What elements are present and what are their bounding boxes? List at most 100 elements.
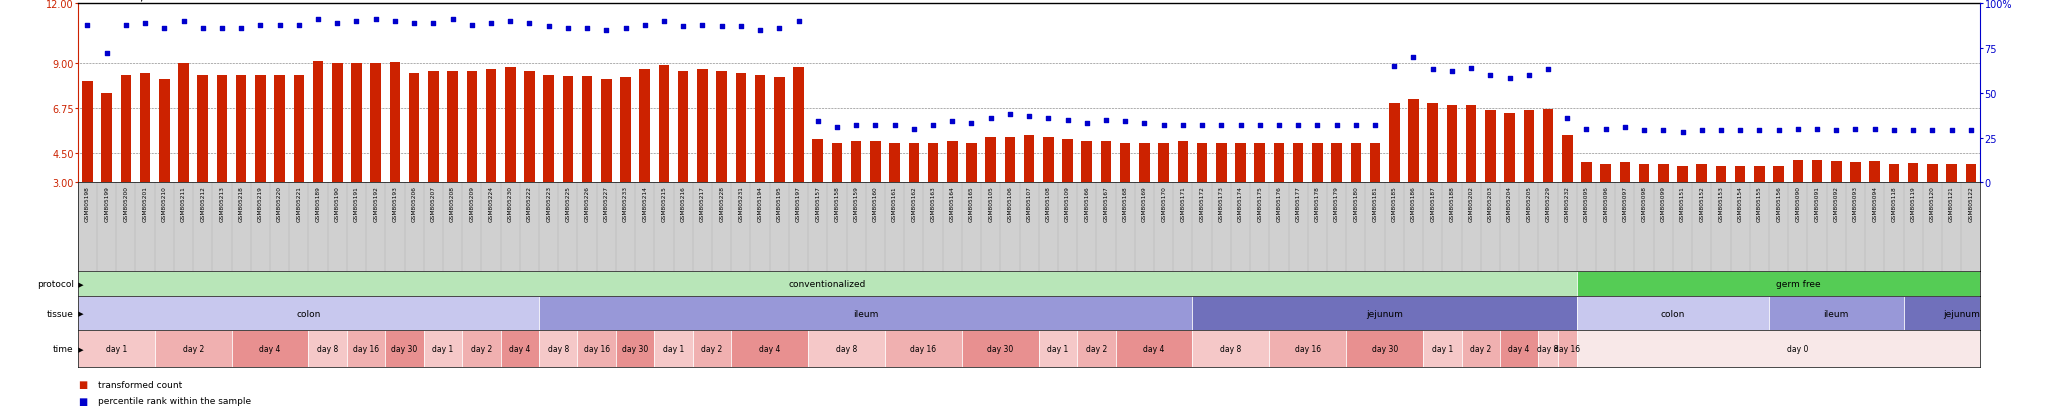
Bar — [1389, 104, 1399, 183]
Point — [205, 26, 238, 33]
Bar — [389, 63, 399, 183]
Bar — [1577, 330, 2019, 368]
Bar — [756, 76, 766, 183]
Text: GSM805206: GSM805206 — [412, 185, 416, 221]
Text: GSM805169: GSM805169 — [1143, 185, 1147, 221]
Bar — [659, 66, 670, 183]
Text: day 8: day 8 — [547, 344, 569, 354]
Text: GSM805167: GSM805167 — [1104, 185, 1108, 221]
Bar — [1524, 110, 1534, 183]
Text: GSM805165: GSM805165 — [969, 185, 975, 221]
Point — [608, 26, 641, 33]
Text: GSM805152: GSM805152 — [1700, 185, 1704, 221]
Bar — [870, 141, 881, 183]
Text: day 30: day 30 — [1372, 344, 1399, 354]
Text: GSM805118: GSM805118 — [1892, 185, 1896, 221]
Point — [1667, 130, 1700, 136]
Bar — [1331, 143, 1341, 183]
Text: GSM805164: GSM805164 — [950, 185, 954, 221]
Point — [109, 22, 141, 29]
Point — [129, 21, 162, 27]
Text: GSM805207: GSM805207 — [430, 185, 436, 221]
Bar — [424, 330, 463, 368]
Text: ileum: ileum — [1823, 309, 1849, 318]
Bar — [1192, 330, 1270, 368]
Text: day 4: day 4 — [260, 344, 281, 354]
Bar — [889, 143, 899, 183]
Text: GSM805198: GSM805198 — [84, 185, 90, 221]
Text: GSM805170: GSM805170 — [1161, 185, 1165, 221]
Point — [1589, 126, 1622, 133]
Bar — [578, 330, 616, 368]
Text: GSM805219: GSM805219 — [258, 185, 262, 221]
Point — [743, 28, 776, 34]
Text: GSM805218: GSM805218 — [240, 185, 244, 221]
Bar — [1638, 165, 1649, 183]
Text: day 1: day 1 — [106, 344, 127, 354]
Text: GSM805095: GSM805095 — [1583, 185, 1589, 221]
Text: GSM805228: GSM805228 — [719, 185, 725, 221]
Point — [1743, 128, 1776, 134]
Point — [514, 21, 547, 27]
Text: day 2: day 2 — [182, 344, 203, 354]
Text: GSM805162: GSM805162 — [911, 185, 915, 221]
Bar — [1538, 330, 1559, 368]
Text: GSM805202: GSM805202 — [1468, 185, 1475, 221]
Bar — [346, 330, 385, 368]
Text: GSM805208: GSM805208 — [451, 185, 455, 221]
Bar — [1006, 137, 1016, 183]
Bar — [1499, 330, 1538, 368]
Text: ileum: ileum — [854, 309, 879, 318]
Text: GSM805176: GSM805176 — [1276, 185, 1282, 221]
Point — [801, 119, 834, 126]
Text: GSM805189: GSM805189 — [315, 185, 322, 221]
Bar — [963, 330, 1038, 368]
Text: GSM805201: GSM805201 — [143, 185, 147, 221]
Point — [705, 24, 737, 31]
Text: GSM805172: GSM805172 — [1200, 185, 1204, 221]
Text: GSM805122: GSM805122 — [1968, 185, 1974, 221]
Text: GSM805194: GSM805194 — [758, 185, 762, 221]
Text: GSM805119: GSM805119 — [1911, 185, 1915, 221]
Text: GSM805181: GSM805181 — [1372, 185, 1378, 221]
Text: GSM805159: GSM805159 — [854, 185, 858, 221]
Text: GSM805179: GSM805179 — [1333, 185, 1339, 221]
Bar — [274, 76, 285, 183]
Point — [1608, 124, 1640, 131]
Bar — [236, 76, 246, 183]
Text: GSM805200: GSM805200 — [123, 185, 129, 221]
Text: day 1: day 1 — [664, 344, 684, 354]
Bar — [616, 330, 655, 368]
Bar — [850, 141, 862, 183]
Bar — [735, 74, 745, 183]
Point — [1839, 126, 1872, 133]
Point — [1782, 126, 1815, 133]
Point — [225, 26, 258, 33]
Bar — [1849, 163, 1862, 183]
Text: GSM805209: GSM805209 — [469, 185, 475, 221]
Point — [379, 19, 412, 25]
Text: day 4: day 4 — [760, 344, 780, 354]
Point — [1282, 122, 1315, 129]
Point — [1204, 122, 1237, 129]
Text: day 8: day 8 — [836, 344, 858, 354]
Point — [436, 17, 469, 24]
Point — [264, 22, 297, 29]
Text: day 30: day 30 — [623, 344, 649, 354]
Bar — [231, 330, 309, 368]
Text: GSM805205: GSM805205 — [1526, 185, 1532, 221]
Point — [186, 26, 219, 33]
Text: GSM805094: GSM805094 — [1872, 185, 1878, 221]
Point — [1878, 128, 1911, 134]
Bar — [1409, 100, 1419, 183]
Text: protocol: protocol — [37, 280, 74, 289]
Point — [1436, 69, 1468, 76]
Bar — [1909, 164, 1919, 183]
Point — [1321, 122, 1354, 129]
Text: GSM805096: GSM805096 — [1604, 185, 1608, 221]
Bar — [717, 72, 727, 183]
Point — [283, 22, 315, 29]
Bar — [446, 72, 459, 183]
Text: GSM805180: GSM805180 — [1354, 185, 1358, 221]
Text: GSM805191: GSM805191 — [354, 185, 358, 221]
